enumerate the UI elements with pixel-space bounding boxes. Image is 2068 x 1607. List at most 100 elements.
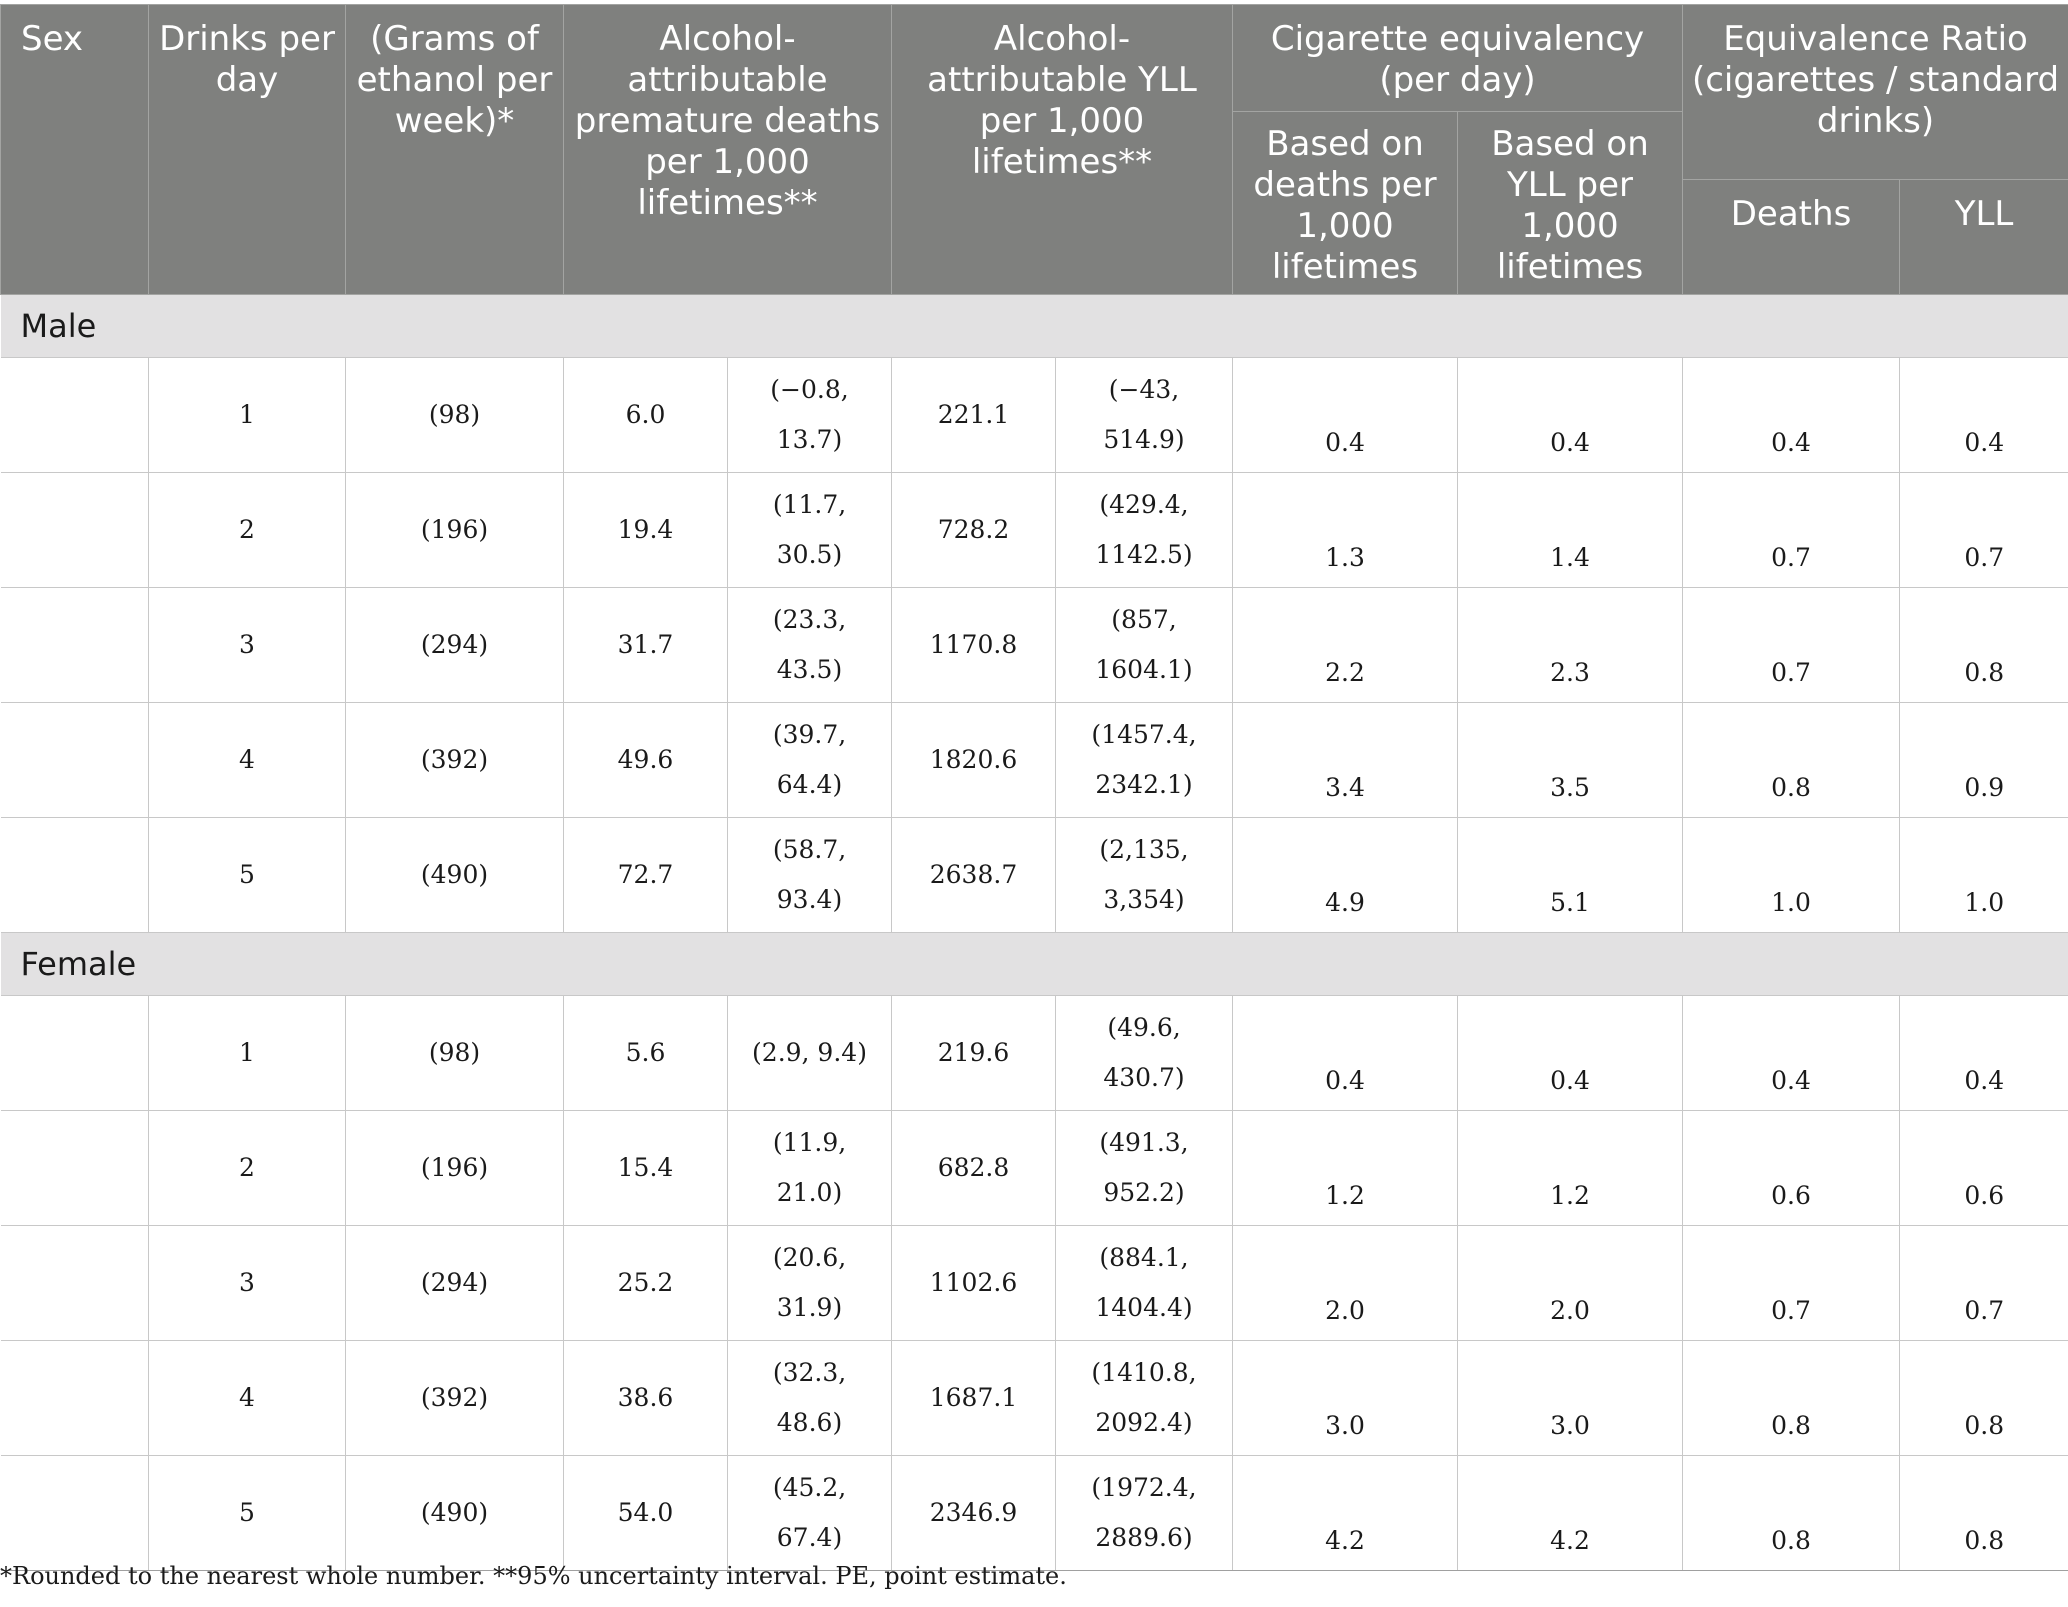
cell-grams: (392) (345, 702, 564, 818)
ci-line: 64.4) (776, 770, 843, 799)
cell-yll-pe: 2346.9 (891, 1455, 1056, 1571)
cell-grams: (490) (345, 817, 564, 933)
cell-deaths-pe: 38.6 (563, 1340, 728, 1456)
cell-cig-yll: 0.4 (1456, 357, 1684, 473)
table-row: 2 (196) 19.4 (11.7, 30.5) 728.2 (429.4, 1142.5)… (0, 472, 2068, 588)
ci-line: (−43, (1108, 375, 1180, 404)
cell-ratio-deaths: 0.7 (1682, 587, 1901, 703)
cell-yll-pe: 2638.7 (891, 817, 1056, 933)
ci-line: (2,135, (1099, 835, 1189, 864)
data-table: Sex Drinks per day (Grams of ethanol per… (0, 4, 2068, 1571)
ci-line: (20.6, (772, 1243, 847, 1272)
cell-ratio-yll: 0.6 (1899, 1110, 2068, 1226)
cell-cig-deaths: 4.9 (1232, 817, 1458, 933)
cell-ratio-yll: 0.4 (1899, 995, 2068, 1111)
table-row: 5 (490) 72.7 (58.7, 93.4) 2638.7 (2,135, 3,354)… (0, 817, 2068, 933)
section-label: Male (0, 294, 2068, 358)
cell-yll-pe: 1170.8 (891, 587, 1056, 703)
cell-yll-ci: (884.1, 1404.4) (1055, 1225, 1233, 1341)
cell-sex (0, 357, 149, 473)
cell-grams: (490) (345, 1455, 564, 1571)
header-sex: Sex (0, 4, 149, 295)
cell-cig-yll: 2.3 (1456, 587, 1684, 703)
ci-line: 2342.1) (1095, 770, 1193, 799)
header-drinks-per-day: Drinks per day (148, 4, 346, 295)
cell-ratio-yll: 0.7 (1899, 1225, 2068, 1341)
ci-line: 13.7) (776, 425, 843, 454)
cell-cig-yll: 3.5 (1456, 702, 1684, 818)
cell-deaths-ci: (23.3, 43.5) (727, 587, 892, 703)
table-row: 1 (98) 5.6 (2.9, 9.4) 219.6 (49.6, 430.7) 0.4 0.… (0, 995, 2068, 1111)
ci-line: (45.2, (772, 1473, 847, 1502)
cell-sex (0, 1225, 149, 1341)
cell-deaths-pe: 25.2 (563, 1225, 728, 1341)
ci-line: (1410.8, (1091, 1358, 1197, 1387)
ci-line: 30.5) (776, 540, 843, 569)
cell-cig-deaths: 2.2 (1232, 587, 1458, 703)
cell-drinks: 3 (148, 587, 346, 703)
cell-grams: (392) (345, 1340, 564, 1456)
table-row: 3 (294) 25.2 (20.6, 31.9) 1102.6 (884.1, 1404.4… (0, 1225, 2068, 1341)
cell-cig-deaths: 3.4 (1232, 702, 1458, 818)
table-row: 3 (294) 31.7 (23.3, 43.5) 1170.8 (857, 1604.1) 2… (0, 587, 2068, 703)
ci-line: (23.3, (772, 605, 847, 634)
cell-yll-pe: 1820.6 (891, 702, 1056, 818)
ci-line: (49.6, (1107, 1013, 1181, 1042)
ci-line: (429.4, (1099, 490, 1189, 519)
ci-line: 3,354) (1103, 885, 1185, 914)
cell-ratio-yll: 0.4 (1899, 357, 2068, 473)
cell-deaths-pe: 5.6 (563, 995, 728, 1111)
cell-drinks: 3 (148, 1225, 346, 1341)
ci-line: 2889.6) (1095, 1523, 1193, 1552)
cell-deaths-ci: (45.2, 67.4) (727, 1455, 892, 1571)
cell-sex (0, 1110, 149, 1226)
cell-ratio-yll: 0.9 (1899, 702, 2068, 818)
ci-line: 430.7) (1103, 1063, 1185, 1092)
ci-line: (11.9, (772, 1128, 847, 1157)
table-row: 5 (490) 54.0 (45.2, 67.4) 2346.9 (1972.4, 2889.… (0, 1455, 2068, 1571)
cell-sex (0, 1455, 149, 1571)
cell-deaths-ci: (58.7, 93.4) (727, 817, 892, 933)
cell-cig-yll: 3.0 (1456, 1340, 1684, 1456)
ci-line: 31.9) (776, 1293, 843, 1322)
cell-drinks: 1 (148, 357, 346, 473)
cell-ratio-deaths: 0.4 (1682, 995, 1901, 1111)
cell-cig-yll: 1.4 (1456, 472, 1684, 588)
ci-line: (1457.4, (1091, 720, 1197, 749)
ci-line: 21.0) (776, 1178, 843, 1207)
ci-line: (−0.8, (770, 375, 849, 404)
header-deaths: Alcohol-attributable premature deaths pe… (563, 4, 892, 295)
cell-drinks: 1 (148, 995, 346, 1111)
section-row: Male (0, 294, 2068, 358)
table-row: 4 (392) 38.6 (32.3, 48.6) 1687.1 (1410.8, 2092.… (0, 1340, 2068, 1456)
ci-line: 2092.4) (1095, 1408, 1193, 1437)
cell-deaths-pe: 31.7 (563, 587, 728, 703)
ci-line: (39.7, (772, 720, 847, 749)
section-row: Female (0, 932, 2068, 996)
cell-sex (0, 1340, 149, 1456)
ci-line: 67.4) (776, 1523, 843, 1552)
cell-deaths-ci: (39.7, 64.4) (727, 702, 892, 818)
header-equivalence-ratio: Equivalence Ratio (cigarettes / standard… (1682, 4, 2068, 180)
cell-yll-pe: 728.2 (891, 472, 1056, 588)
table-body: Male 1 (98) 6.0 (−0.8, 13.7) 221.1 (−43, 514.9) 0… (0, 294, 2068, 1571)
cell-drinks: 5 (148, 1455, 346, 1571)
cell-yll-pe: 682.8 (891, 1110, 1056, 1226)
header-ratio-yll: YLL (1899, 179, 2068, 295)
cell-drinks: 2 (148, 1110, 346, 1226)
header-cig-based-on-yll: Based on YLL per 1,000 lifetimes (1456, 111, 1684, 295)
cell-yll-pe: 1102.6 (891, 1225, 1056, 1341)
cell-ratio-deaths: 0.6 (1682, 1110, 1901, 1226)
cell-cig-deaths: 0.4 (1232, 995, 1458, 1111)
cell-yll-ci: (−43, 514.9) (1055, 357, 1233, 473)
cell-deaths-ci: (32.3, 48.6) (727, 1340, 892, 1456)
cell-deaths-pe: 49.6 (563, 702, 728, 818)
cell-cig-deaths: 0.4 (1232, 357, 1458, 473)
cell-deaths-pe: 15.4 (563, 1110, 728, 1226)
cell-yll-ci: (429.4, 1142.5) (1055, 472, 1233, 588)
cell-drinks: 4 (148, 1340, 346, 1456)
header-cig-based-on-deaths: Based on deaths per 1,000 lifetimes (1232, 111, 1458, 295)
table-footnote: *Rounded to the nearest whole number. **… (0, 1562, 1067, 1590)
cell-cig-yll: 1.2 (1456, 1110, 1684, 1226)
ci-line: 93.4) (776, 885, 843, 914)
